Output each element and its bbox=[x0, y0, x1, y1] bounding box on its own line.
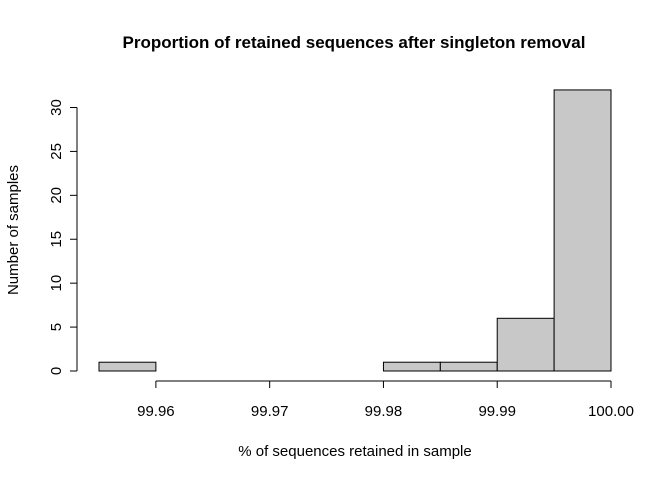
x-tick-label: 99.96 bbox=[137, 403, 175, 420]
chart-title: Proportion of retained sequences after s… bbox=[123, 33, 586, 52]
y-tick-label: 10 bbox=[48, 275, 65, 292]
x-tick-label: 100.00 bbox=[588, 403, 634, 420]
histogram-bar-7 bbox=[496, 317, 555, 372]
x-axis-label: % of sequences retained in sample bbox=[238, 443, 471, 460]
histogram-bar-0 bbox=[98, 361, 157, 372]
x-tick-label: 99.98 bbox=[365, 403, 403, 420]
y-axis: 0 5 10 15 20 25 30 bbox=[48, 99, 78, 375]
histogram-bar-8 bbox=[553, 89, 612, 372]
y-tick-label: 30 bbox=[48, 99, 65, 116]
y-tick-label: 0 bbox=[48, 367, 65, 375]
y-axis-label: Number of samples bbox=[5, 165, 22, 295]
histogram-bar-6 bbox=[439, 361, 498, 372]
y-tick-label: 20 bbox=[48, 187, 65, 204]
x-axis: 99.96 99.97 99.98 99.99 100.00 bbox=[137, 380, 634, 420]
x-tick-label: 99.97 bbox=[251, 403, 289, 420]
y-tick-label: 5 bbox=[48, 323, 65, 331]
y-tick-label: 25 bbox=[48, 143, 65, 160]
y-tick-label: 15 bbox=[48, 231, 65, 248]
x-tick-label: 99.99 bbox=[478, 403, 516, 420]
histogram-bar-5 bbox=[382, 361, 441, 372]
bars-group bbox=[98, 89, 612, 372]
